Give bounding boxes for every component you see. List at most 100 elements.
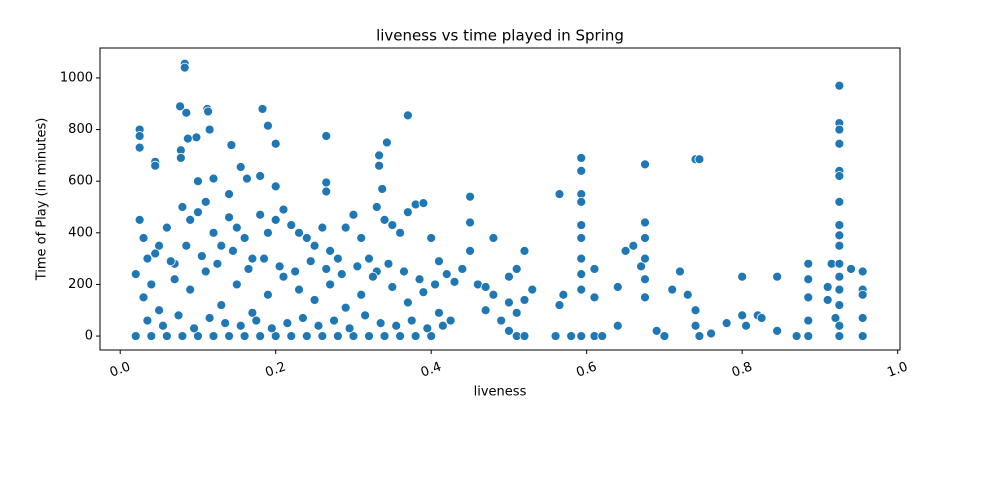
point xyxy=(612,282,623,292)
point xyxy=(640,233,650,243)
point xyxy=(177,202,188,212)
point xyxy=(576,220,587,230)
point xyxy=(134,142,145,153)
point xyxy=(576,269,587,280)
point xyxy=(434,256,444,267)
point xyxy=(387,282,398,292)
point xyxy=(636,261,647,272)
point xyxy=(597,331,608,341)
point xyxy=(527,284,538,295)
point xyxy=(830,313,841,323)
point xyxy=(737,271,748,282)
point xyxy=(496,315,507,326)
point xyxy=(651,325,662,336)
point xyxy=(278,271,289,282)
point xyxy=(333,331,343,341)
point xyxy=(239,233,250,243)
point xyxy=(274,261,285,272)
point xyxy=(270,331,281,341)
point xyxy=(196,251,207,261)
point xyxy=(445,315,456,326)
point xyxy=(550,331,561,341)
x-tick-label: 1.0 xyxy=(885,359,910,380)
point xyxy=(255,209,266,220)
point xyxy=(130,269,141,280)
point xyxy=(457,264,468,274)
point xyxy=(374,160,385,171)
point xyxy=(374,150,385,161)
point xyxy=(286,331,297,341)
point xyxy=(834,220,845,230)
point xyxy=(402,110,413,121)
point xyxy=(504,297,514,308)
y-axis-label: Time of Play (in minutes) xyxy=(35,118,50,282)
point xyxy=(589,264,600,274)
point xyxy=(239,331,250,341)
point xyxy=(154,305,164,316)
point xyxy=(640,292,650,303)
point xyxy=(352,261,363,272)
point xyxy=(321,264,332,274)
point xyxy=(628,240,639,251)
point xyxy=(348,331,359,341)
point xyxy=(200,196,211,207)
point xyxy=(418,287,429,298)
point xyxy=(434,307,444,318)
point xyxy=(554,300,565,310)
point xyxy=(175,101,185,112)
point xyxy=(834,258,845,269)
point xyxy=(834,124,845,135)
point xyxy=(721,318,732,329)
point xyxy=(344,323,355,334)
point xyxy=(640,159,650,170)
point xyxy=(309,240,320,251)
point xyxy=(138,292,149,303)
point xyxy=(772,271,783,282)
point xyxy=(179,62,190,73)
point xyxy=(142,315,153,326)
x-tick-label: 0.8 xyxy=(730,359,755,380)
point xyxy=(612,320,623,331)
point xyxy=(694,331,705,341)
point xyxy=(298,313,308,323)
point xyxy=(504,325,514,336)
point xyxy=(690,320,701,331)
point xyxy=(340,302,351,313)
point xyxy=(756,313,767,323)
point xyxy=(150,160,161,171)
point xyxy=(263,120,273,131)
point xyxy=(150,248,161,259)
point xyxy=(576,331,587,341)
point xyxy=(857,289,868,300)
point xyxy=(220,318,231,329)
point xyxy=(519,245,530,256)
point xyxy=(134,131,145,141)
point xyxy=(504,271,514,282)
point xyxy=(511,264,522,274)
point xyxy=(834,271,845,282)
point xyxy=(480,305,491,316)
point xyxy=(182,133,193,144)
point xyxy=(519,331,530,341)
point xyxy=(193,207,203,218)
x-tick-label: 0.6 xyxy=(574,359,599,380)
point xyxy=(329,315,339,326)
point xyxy=(589,292,600,303)
point xyxy=(430,279,440,290)
point xyxy=(226,140,237,150)
point xyxy=(395,227,405,238)
point xyxy=(857,331,868,341)
point xyxy=(301,233,312,243)
point xyxy=(321,186,332,197)
point xyxy=(803,315,814,326)
x-tick-label: 0.2 xyxy=(263,359,288,380)
y-tick-label: 0 xyxy=(85,329,93,344)
point xyxy=(554,189,565,199)
point xyxy=(406,315,417,326)
point xyxy=(682,289,693,300)
point xyxy=(511,307,522,318)
point xyxy=(360,310,371,321)
point xyxy=(286,220,297,230)
point xyxy=(834,331,845,341)
